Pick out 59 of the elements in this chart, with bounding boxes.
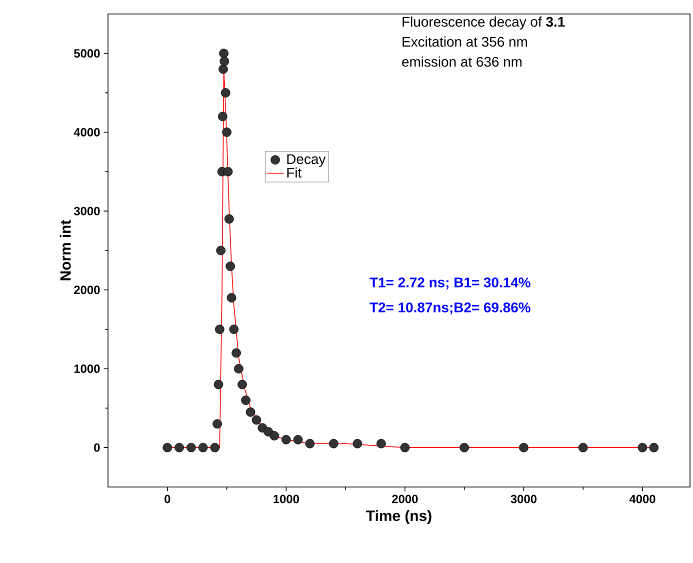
point: [281, 435, 291, 444]
point: [232, 348, 241, 358]
point: [214, 380, 224, 390]
x-tick-label: 0: [164, 494, 170, 504]
legend-label: Fit: [287, 167, 302, 178]
x-tick-label: 4000: [629, 494, 656, 504]
point: [229, 324, 239, 334]
x-tick-label: 1000: [274, 494, 299, 504]
y-tick-label: 5000: [74, 49, 100, 58]
point: [649, 442, 659, 452]
annotation: T1= 2.72 ns; B1= 30.14%: [370, 277, 530, 290]
x-tick-label: 3000: [510, 494, 537, 504]
point: [238, 380, 247, 390]
point: [246, 407, 256, 417]
y-tick-label: 1000: [74, 364, 100, 373]
point: [226, 262, 236, 271]
point: [162, 442, 172, 452]
point: [174, 442, 184, 452]
annotation: Fluorescence decay of 3.1: [402, 16, 565, 30]
point: [220, 88, 230, 98]
point: [226, 293, 236, 302]
legend-label: Decay: [287, 154, 326, 167]
point: [218, 112, 228, 122]
point: [460, 442, 470, 452]
point: [210, 442, 220, 452]
y-tick-label: 4000: [74, 128, 100, 136]
point: [241, 396, 250, 405]
x-tick-label: 2000: [392, 494, 418, 504]
point: [578, 442, 588, 452]
point: [216, 246, 226, 256]
point: [218, 64, 228, 74]
point: [352, 438, 362, 448]
annotation: T2= 10.87ns;B2= 69.86%: [370, 302, 530, 314]
point: [224, 214, 234, 224]
point: [219, 48, 228, 58]
point: [234, 364, 244, 374]
point: [186, 442, 196, 452]
point: [270, 431, 279, 440]
point: [214, 324, 224, 334]
point: [305, 438, 315, 448]
point: [223, 166, 233, 176]
y-tick-label: 0: [94, 443, 100, 452]
point: [212, 419, 222, 429]
annotation: emission at 636 nm: [402, 56, 522, 67]
point: [198, 442, 208, 452]
point: [328, 438, 338, 448]
annotation: Excitation at 356 nm: [402, 36, 527, 47]
point: [220, 56, 230, 66]
point: [293, 435, 303, 444]
point: [519, 442, 528, 452]
point: [252, 415, 262, 425]
point: [222, 128, 232, 137]
y-tick-label: 3000: [74, 206, 100, 216]
point: [638, 442, 648, 452]
y-axis-title: Norm int: [60, 220, 71, 280]
point: [400, 442, 410, 452]
y-tick-label: 2000: [74, 286, 100, 294]
x-axis-title: Time (ns): [366, 510, 432, 524]
point: [376, 438, 386, 448]
